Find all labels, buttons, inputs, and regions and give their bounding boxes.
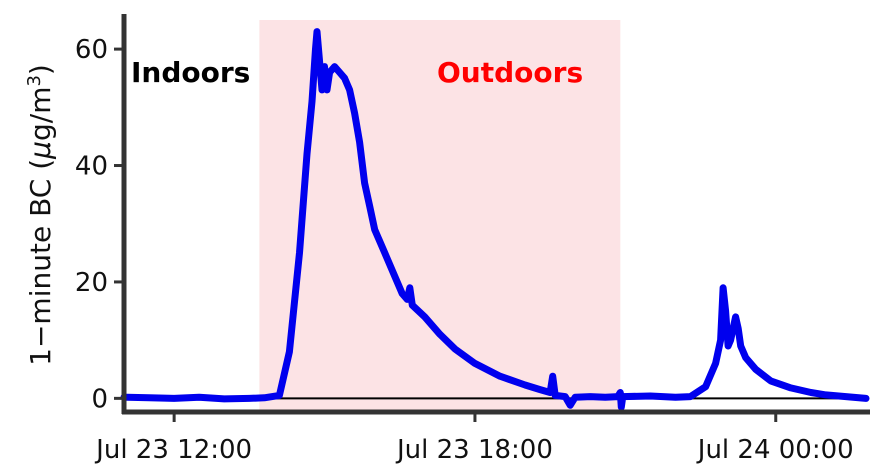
x-tick-label-2: Jul 24 00:00: [696, 435, 854, 465]
x-tick-label-0: Jul 23 12:00: [94, 435, 252, 465]
y-tick-label-60: 60: [75, 35, 108, 65]
x-tick-label-1: Jul 23 18:00: [395, 435, 553, 465]
y-tick-label-0: 0: [91, 384, 108, 414]
y-axis-title: 1−minute BC (μg/m3): [24, 64, 58, 366]
y-tick-label-40: 40: [75, 152, 108, 182]
annotation-indoors: Indoors: [131, 56, 250, 89]
annotation-outdoors: Outdoors: [437, 56, 583, 89]
y-tick-label-20: 20: [75, 268, 108, 298]
series-line-0: [120, 28, 870, 411]
